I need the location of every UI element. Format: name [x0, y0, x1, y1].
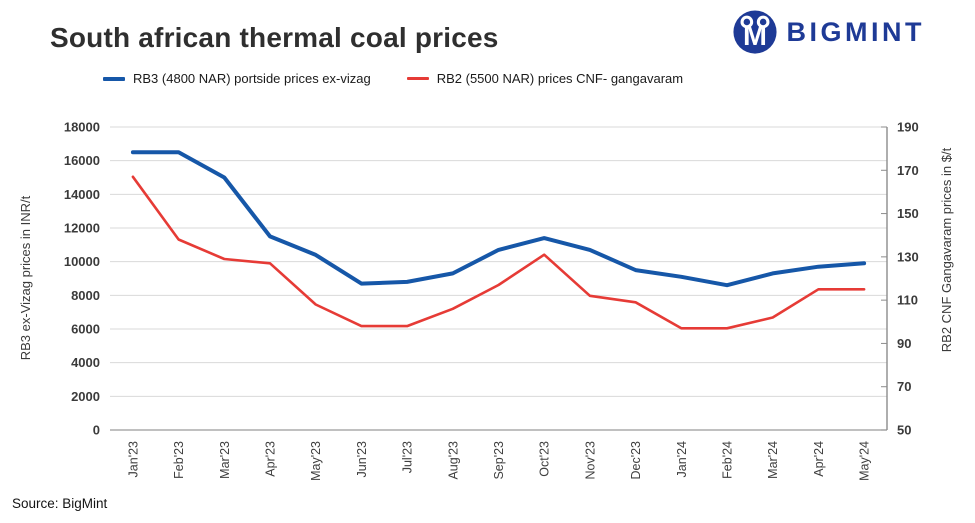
x-axis-tick-label: Feb'24	[721, 441, 735, 479]
left-axis-title: RB3 ex-Vizag prices in INR/t	[18, 195, 33, 360]
right-axis-tick-label: 130	[897, 249, 919, 264]
x-axis-tick-label: Mar'24	[766, 441, 780, 479]
left-axis-tick-label: 6000	[71, 322, 100, 337]
price-chart-canvas: 18000 16000 14000 12000 10000 8000 6000 4000 200…	[18, 120, 954, 481]
x-axis-tick-label: Dec'23	[629, 441, 643, 480]
left-axis-tick-label: 8000	[71, 288, 100, 303]
x-axis-tick-label: Jan'23	[126, 441, 140, 477]
x-axis-tick-label: Jul'23	[401, 441, 415, 473]
left-axis-tick-label: 16000	[64, 153, 100, 168]
series-line-rb2	[131, 175, 866, 330]
right-axis-tick-label: 110	[897, 293, 918, 308]
left-axis-tick-label: 4000	[71, 355, 100, 370]
bigmint-logo: M BIGMINT	[732, 8, 926, 56]
x-axis-tick-label: Aug'23	[446, 441, 460, 480]
rb3-legend-label: RB3 (4800 NAR) portside prices ex-vizag	[133, 71, 371, 86]
x-axis-tick-label: Jan'24	[675, 441, 689, 477]
x-axis-tick-label: Nov'23	[583, 441, 597, 480]
chart-legend: RB3 (4800 NAR) portside prices ex-vizag …	[103, 71, 683, 86]
legend-item-rb3: RB3 (4800 NAR) portside prices ex-vizag	[103, 71, 371, 86]
bigmint-logo-icon: M	[732, 10, 777, 54]
rb3-legend-line-icon	[103, 76, 125, 81]
right-axis-tick-label: 70	[897, 379, 911, 394]
left-axis-tick-label: 0	[93, 423, 100, 438]
price-chart: 18000 16000 14000 12000 10000 8000 6000 4000 200…	[0, 100, 975, 500]
rb2-legend-label: RB2 (5500 NAR) prices CNF- gangavaram	[436, 71, 684, 86]
left-axis-tick-label: 18000	[64, 120, 100, 135]
x-axis-tick-label: Jun'23	[355, 441, 369, 477]
series-line-rb3	[130, 150, 867, 288]
x-axis-tick-label: Oct'23	[538, 441, 552, 477]
right-axis-title: RB2 CNF Gangavaram prices in $/t	[939, 147, 954, 352]
x-axis-tick-label: Mar'23	[218, 441, 232, 479]
page-title: South african thermal coal prices	[50, 22, 499, 53]
x-axis-tick-label: Sep'23	[492, 441, 506, 480]
left-axis-tick-label: 12000	[64, 221, 100, 236]
x-axis-tick-label: Apr'24	[812, 441, 826, 477]
bigmint-logo-text: BIGMINT	[786, 16, 925, 47]
rb2-legend-line-icon	[406, 77, 429, 80]
left-axis-tick-label: 2000	[71, 389, 100, 404]
source-note: Source: BigMint	[12, 496, 108, 511]
right-axis-tick-label: 190	[897, 120, 919, 135]
x-axis-tick-label: Apr'23	[263, 441, 277, 477]
left-axis-tick-label: 14000	[64, 187, 100, 202]
left-axis-tick-label: 10000	[64, 254, 100, 269]
legend-item-rb2: RB2 (5500 NAR) prices CNF- gangavaram	[406, 71, 684, 86]
right-axis-tick-label: 150	[897, 206, 919, 221]
x-axis-tick-label: May'24	[858, 441, 872, 481]
x-axis-tick-label: May'23	[309, 441, 323, 481]
svg-text:M: M	[743, 20, 767, 52]
right-axis-tick-label: 90	[897, 336, 911, 351]
x-axis-tick-label: Feb'23	[172, 441, 186, 479]
right-axis-tick-label: 50	[897, 423, 911, 438]
right-axis-tick-label: 170	[897, 163, 919, 178]
